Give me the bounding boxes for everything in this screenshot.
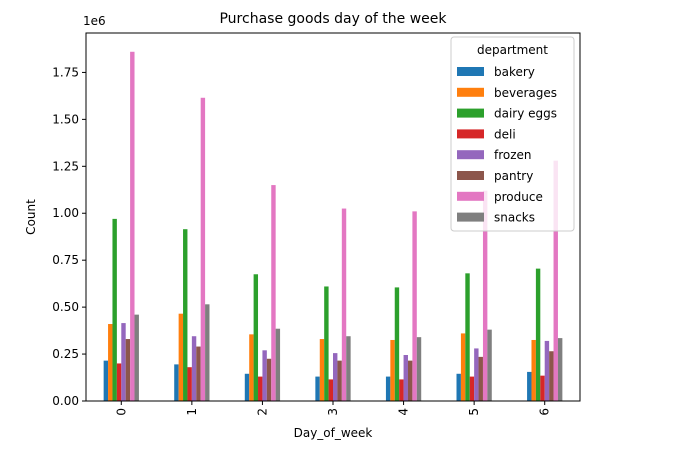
bar-bakery-6 <box>527 371 532 401</box>
bar-produce-1 <box>200 97 206 401</box>
bar-produce-0 <box>130 51 135 401</box>
bar-dairy-eggs-6 <box>535 268 541 401</box>
bar-deli-4 <box>399 379 404 401</box>
bar-snacks-1 <box>205 304 210 401</box>
bar-snacks-0 <box>134 314 139 401</box>
bar-snacks-2 <box>275 328 281 401</box>
y-tick-label: 1.25 <box>52 159 79 173</box>
bar-frozen-1 <box>191 336 197 401</box>
legend-swatch <box>457 129 484 139</box>
bar-pantry-5 <box>478 356 483 401</box>
legend-label: bakery <box>494 65 535 79</box>
legend-label: snacks <box>494 211 535 225</box>
bar-pantry-0 <box>125 339 131 401</box>
legend-label: produce <box>494 190 543 204</box>
bar-frozen-0 <box>121 323 126 401</box>
bar-deli-0 <box>116 363 122 401</box>
bar-dairy-eggs-2 <box>253 274 259 401</box>
y-axis-title: Count <box>24 199 38 235</box>
bar-snacks-6 <box>557 338 563 401</box>
legend: department bakery beverages dairy eggs deli f… <box>450 36 575 232</box>
x-tick-label: 4 <box>397 408 411 416</box>
bar-frozen-4 <box>403 355 408 401</box>
legend-title: department <box>477 43 548 57</box>
y-tick-label: 0.25 <box>52 347 79 361</box>
bar-bakery-0 <box>103 360 109 401</box>
bar-frozen-2 <box>262 350 267 401</box>
bar-produce-4 <box>412 211 417 401</box>
y-tick-label: 0.50 <box>52 300 79 314</box>
legend-label: pantry <box>494 169 533 183</box>
legend-swatch <box>457 87 484 97</box>
x-tick-label: 1 <box>185 408 199 416</box>
bar-snacks-3 <box>346 336 351 401</box>
legend-swatch <box>457 67 484 76</box>
y-tick-label: 0.00 <box>52 394 79 408</box>
bar-snacks-5 <box>487 329 492 401</box>
x-tick-label: 5 <box>467 408 481 416</box>
bar-bakery-3 <box>315 376 320 401</box>
x-tick-label: 2 <box>255 408 269 416</box>
legend-swatch <box>457 150 484 160</box>
bar-pantry-4 <box>407 360 413 401</box>
bar-dairy-eggs-1 <box>183 229 188 401</box>
bar-produce-3 <box>341 208 347 401</box>
y-tick-label: 0.75 <box>52 253 79 267</box>
legend-box <box>450 36 575 232</box>
bar-deli-1 <box>187 367 192 401</box>
bar-deli-5 <box>469 376 475 401</box>
legend-label: dairy eggs <box>494 107 557 121</box>
bar-produce-5 <box>482 190 488 401</box>
bar-pantry-2 <box>266 358 272 401</box>
bar-frozen-5 <box>474 348 479 401</box>
y-tick-label: 1.00 <box>52 206 79 220</box>
legend-swatch <box>457 108 484 118</box>
bar-dairy-eggs-0 <box>112 218 117 401</box>
bar-produce-6 <box>553 160 558 401</box>
legend-label: beverages <box>494 86 557 100</box>
bar-deli-6 <box>540 375 545 401</box>
bar-snacks-4 <box>416 337 422 401</box>
legend-label: frozen <box>494 148 532 162</box>
bar-beverages-4 <box>390 339 395 401</box>
legend-swatch <box>457 171 484 180</box>
bar-pantry-1 <box>196 346 201 401</box>
x-tick-label: 0 <box>114 408 128 416</box>
bar-pantry-3 <box>337 360 342 401</box>
bar-deli-2 <box>258 376 263 401</box>
bar-produce-2 <box>271 185 276 401</box>
bar-bakery-4 <box>385 376 391 401</box>
bar-beverages-3 <box>319 339 325 401</box>
x-tick-label: 6 <box>538 408 552 416</box>
bar-dairy-eggs-4 <box>394 287 400 401</box>
bar-beverages-5 <box>460 333 466 401</box>
bar-frozen-6 <box>544 340 550 401</box>
x-axis-title: Day_of_week <box>294 426 373 440</box>
y-tick-label: 1.50 <box>52 112 79 126</box>
y-tick-label: 1.75 <box>52 65 79 79</box>
bar-pantry-6 <box>549 351 554 401</box>
x-tick-label: 3 <box>326 408 340 416</box>
bar-dairy-eggs-3 <box>324 286 329 401</box>
plot-area: 0.00 0.25 0.50 0.75 1.00 1.25 1.50 1.75 0 1 2 3 4 5 6 <box>52 32 581 416</box>
bar-bakery-5 <box>456 373 461 401</box>
bar-beverages-1 <box>178 313 184 401</box>
chart-title: Purchase goods day of the week <box>219 11 447 27</box>
bar-dairy-eggs-5 <box>465 273 470 401</box>
bar-frozen-3 <box>333 353 338 401</box>
bar-beverages-0 <box>108 324 113 401</box>
bar-beverages-6 <box>531 339 536 401</box>
y-axis-offset-label: 1e6 <box>83 14 106 28</box>
bar-beverages-2 <box>249 334 254 401</box>
legend-swatch <box>457 212 484 222</box>
legend-label: deli <box>494 127 516 141</box>
bar-deli-3 <box>328 379 333 401</box>
bar-bakery-2 <box>244 373 250 401</box>
legend-swatch <box>457 191 484 201</box>
bar-bakery-1 <box>174 364 179 401</box>
